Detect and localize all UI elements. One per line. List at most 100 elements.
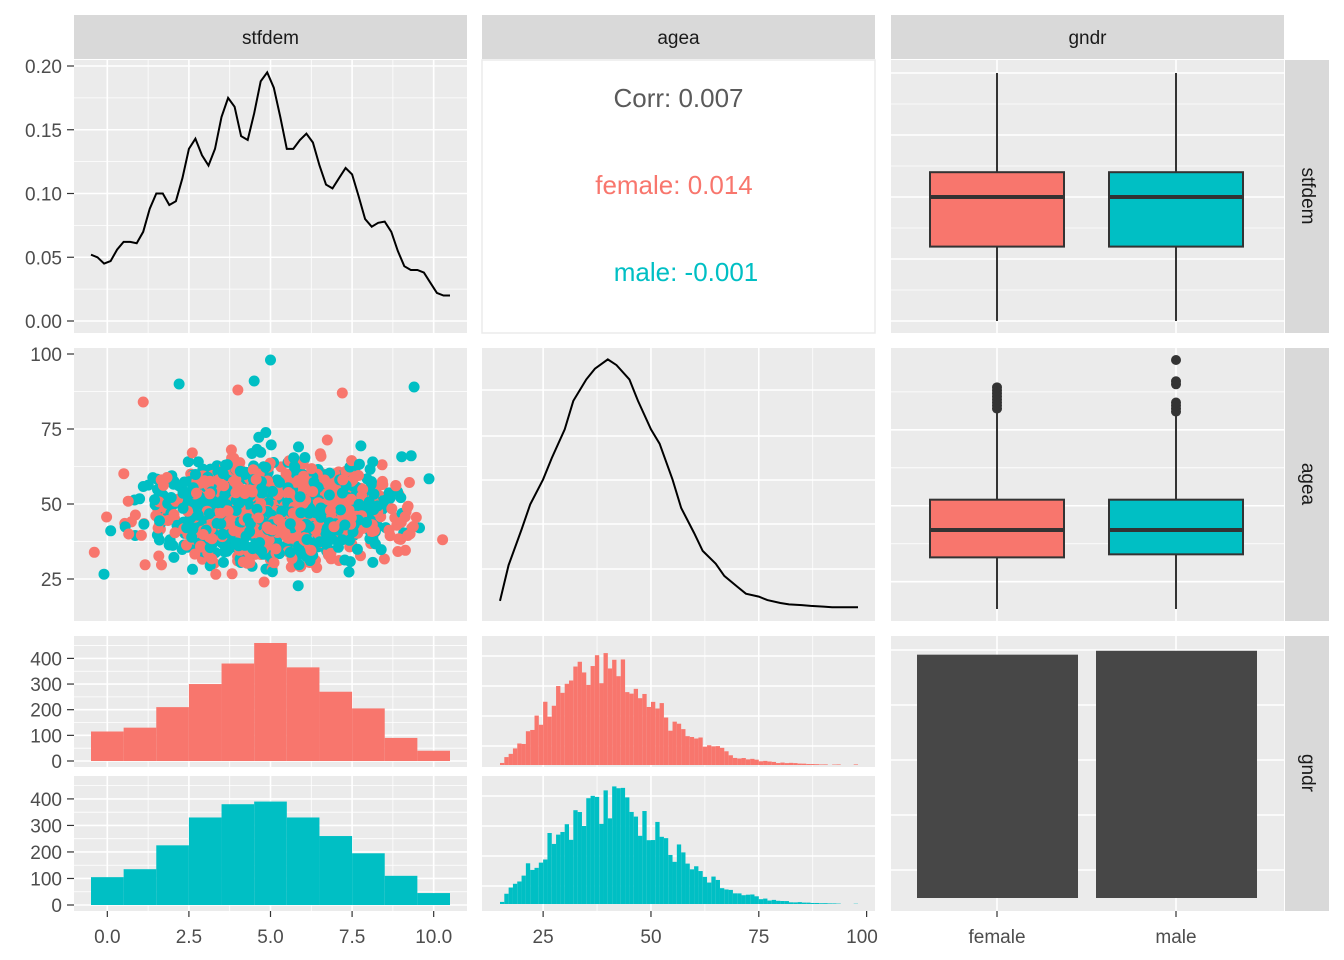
stfdem-hist-bar-female	[123, 727, 157, 761]
scatter-point-female	[282, 487, 294, 498]
scatter-points	[88, 354, 449, 592]
agea-hist-bar-male	[560, 831, 565, 904]
scatter-point-male	[265, 439, 277, 451]
scatter-point-male	[265, 354, 276, 366]
panel-agea-density	[482, 348, 875, 621]
stfdem-male-box	[1108, 171, 1244, 248]
stfdem-hist-bar-male	[417, 893, 450, 905]
scatter-point-male	[260, 461, 272, 473]
y-tick-agea: 50	[41, 495, 62, 516]
gndr-bar-male	[1096, 650, 1257, 898]
agea-hist-bar-female	[776, 763, 781, 765]
scatter-point-female	[186, 447, 198, 459]
agea-hist-bar-female	[650, 701, 656, 765]
scatter-point-female	[222, 505, 234, 517]
agea-hist-bar-male	[793, 902, 798, 904]
agea-hist-bar-male	[784, 901, 789, 904]
scatter-point-female	[328, 521, 340, 533]
stfdem-hist-bar-male	[254, 801, 287, 905]
agea-hist-bar-female	[780, 762, 785, 765]
agea-hist-bar-male	[556, 834, 561, 904]
y-tick-density: 0.15	[25, 121, 62, 142]
agea-hist-bar-male	[530, 869, 535, 904]
agea-hist-bar-male	[586, 798, 591, 904]
agea-density-line	[499, 358, 858, 609]
scatter-point-male	[284, 546, 296, 558]
scatter-point-female	[263, 534, 275, 546]
scatter-point-female	[368, 525, 380, 537]
scatter-point-male	[137, 481, 149, 492]
agea-hist-bar-male	[659, 836, 664, 904]
agea-hist-bar-female	[685, 736, 690, 765]
x-tick-stfdem: 5.0	[257, 927, 283, 948]
scatter-point-female	[268, 557, 280, 569]
agea-hist-bar-female	[534, 715, 539, 765]
strip-stfdem-right	[1285, 60, 1329, 333]
y-tick-agea: 100	[30, 345, 62, 366]
y-tick-hist: 0	[51, 752, 62, 773]
agea-hist-bar-male	[767, 900, 772, 904]
scatter-point-male	[247, 543, 259, 555]
agea-hist-bar-female	[702, 746, 708, 765]
strip-label-stfdem-top: stfdem	[242, 28, 299, 49]
agea-hist-bar-male	[504, 893, 509, 904]
y-tick-density: 0.20	[25, 57, 62, 78]
scatter-point-male	[293, 559, 305, 571]
scatter-point-female	[321, 434, 333, 446]
agea-hist-bar-male	[663, 838, 669, 904]
scatter-point-female	[319, 474, 331, 486]
agea-hist-bar-male	[719, 888, 725, 904]
scatter-point-female	[101, 511, 113, 523]
stfdem-hist-bar-female	[254, 643, 287, 761]
scatter-point-male	[368, 488, 380, 500]
scatter-point-female	[155, 474, 167, 486]
agea-hist-bar-male	[780, 901, 785, 904]
scatter-point-female	[206, 533, 218, 545]
agea-hist-bar-male	[685, 863, 690, 904]
scatter-point-male	[173, 378, 185, 390]
scatter-point-male	[339, 554, 351, 566]
scatter-point-female	[267, 524, 279, 536]
agea-hist-bar-female	[732, 757, 738, 765]
agea-hist-bar-male	[543, 859, 548, 904]
agea-hist-bar-male	[724, 889, 729, 904]
chart-marks	[88, 70, 1257, 905]
scatter-point-female	[376, 459, 388, 471]
scatter-point-female	[191, 487, 202, 499]
gndr-bar-female	[917, 654, 1078, 898]
strip-label-gndr-right: gndr	[1297, 754, 1318, 793]
agea-hist-bar-female	[642, 693, 647, 765]
agea-hist-bar-male	[694, 866, 699, 904]
y-tick-hist: 300	[30, 816, 62, 837]
scatter-point-male	[293, 441, 304, 453]
scatter-point-female	[169, 527, 181, 539]
scatter-point-male	[303, 507, 315, 519]
scatter-point-male	[221, 459, 233, 471]
scatter-point-male	[230, 537, 241, 549]
scatter-point-male	[234, 465, 246, 477]
strip-stfdem-top	[74, 15, 467, 59]
scatter-point-male	[234, 497, 245, 509]
scatter-point-male	[301, 534, 313, 545]
scatter-point-female	[204, 488, 216, 500]
agea-hist-bar-female	[659, 703, 664, 765]
scatter-point-female	[386, 503, 398, 515]
scatter-point-female	[122, 495, 134, 507]
agea-hist-bar-male	[538, 862, 544, 904]
agea-hist-bar-male	[814, 902, 820, 904]
scatter-point-female	[153, 550, 165, 562]
agea-hist-bar-male	[711, 876, 716, 904]
scatter-point-male	[379, 494, 390, 506]
scatter-point-female	[403, 477, 415, 488]
scatter-point-female	[404, 528, 416, 540]
agea-hist-bar-female	[819, 764, 824, 765]
scatter-point-female	[156, 559, 167, 571]
scatter-point-male	[295, 507, 307, 519]
scatter-point-male	[315, 511, 327, 523]
agea-hist-bar-male	[650, 840, 656, 904]
agea-hist-bar-female	[745, 759, 751, 765]
stfdem-density-line	[90, 70, 450, 297]
y-tick-density: 0.10	[25, 185, 62, 206]
agea-hist-bar-male	[512, 883, 518, 904]
